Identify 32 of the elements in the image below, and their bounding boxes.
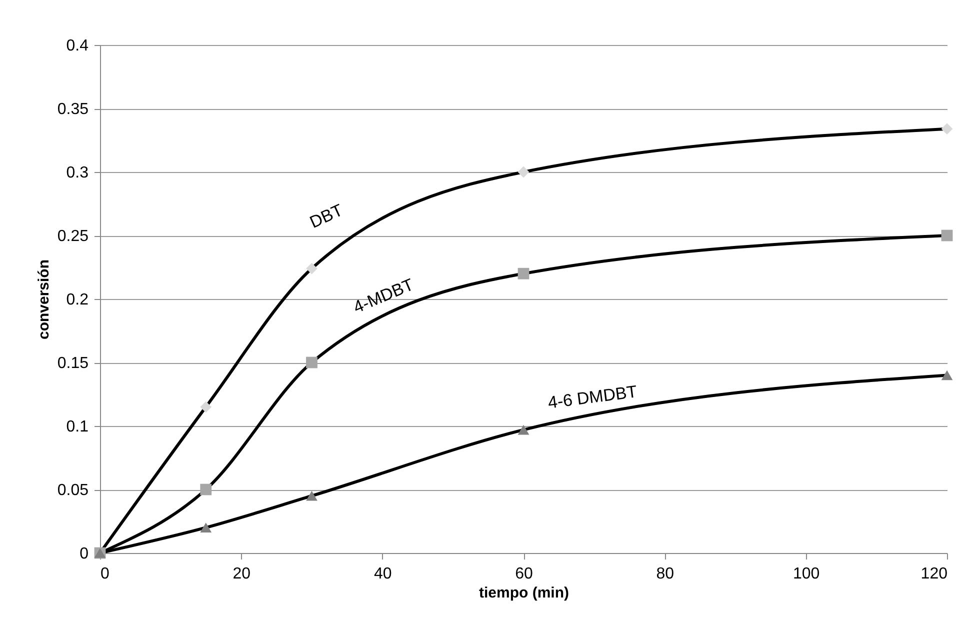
y-tick-label: 0.05 xyxy=(57,482,89,499)
point xyxy=(306,262,318,274)
x-tick-label: 40 xyxy=(374,566,392,582)
y-tick-label: 0.25 xyxy=(57,228,89,245)
point xyxy=(518,424,530,435)
point xyxy=(306,356,318,368)
y-tick-label: 0.1 xyxy=(66,418,89,436)
point xyxy=(941,123,953,135)
y-tick-label: 0.4 xyxy=(66,38,89,54)
point xyxy=(518,166,530,178)
point xyxy=(306,490,318,501)
x-axis-title: tiempo (min) xyxy=(479,584,569,602)
x-tick-label: 60 xyxy=(515,566,533,582)
y-axis-title: conversión xyxy=(35,259,52,340)
text: 4-6 DMDBT xyxy=(546,382,638,412)
point xyxy=(200,522,212,533)
point xyxy=(941,370,953,380)
text: DBT xyxy=(306,200,346,232)
point xyxy=(200,401,212,413)
x-tick-label: 20 xyxy=(232,566,251,582)
y-tick-label: 0.35 xyxy=(57,101,89,118)
x-tick-label: 100 xyxy=(792,566,820,582)
point xyxy=(200,484,212,496)
x-tick-label: 0 xyxy=(100,566,110,582)
y-tick-label: 0.15 xyxy=(57,355,89,372)
point xyxy=(941,230,953,242)
point xyxy=(518,268,530,280)
y-tick-label: 0.2 xyxy=(66,292,89,308)
y-tick-label: 0 xyxy=(80,546,89,562)
x-tick-label: 120 xyxy=(920,566,948,582)
y-tick-label: 0.3 xyxy=(66,164,89,182)
x-tick-label: 80 xyxy=(656,566,674,582)
